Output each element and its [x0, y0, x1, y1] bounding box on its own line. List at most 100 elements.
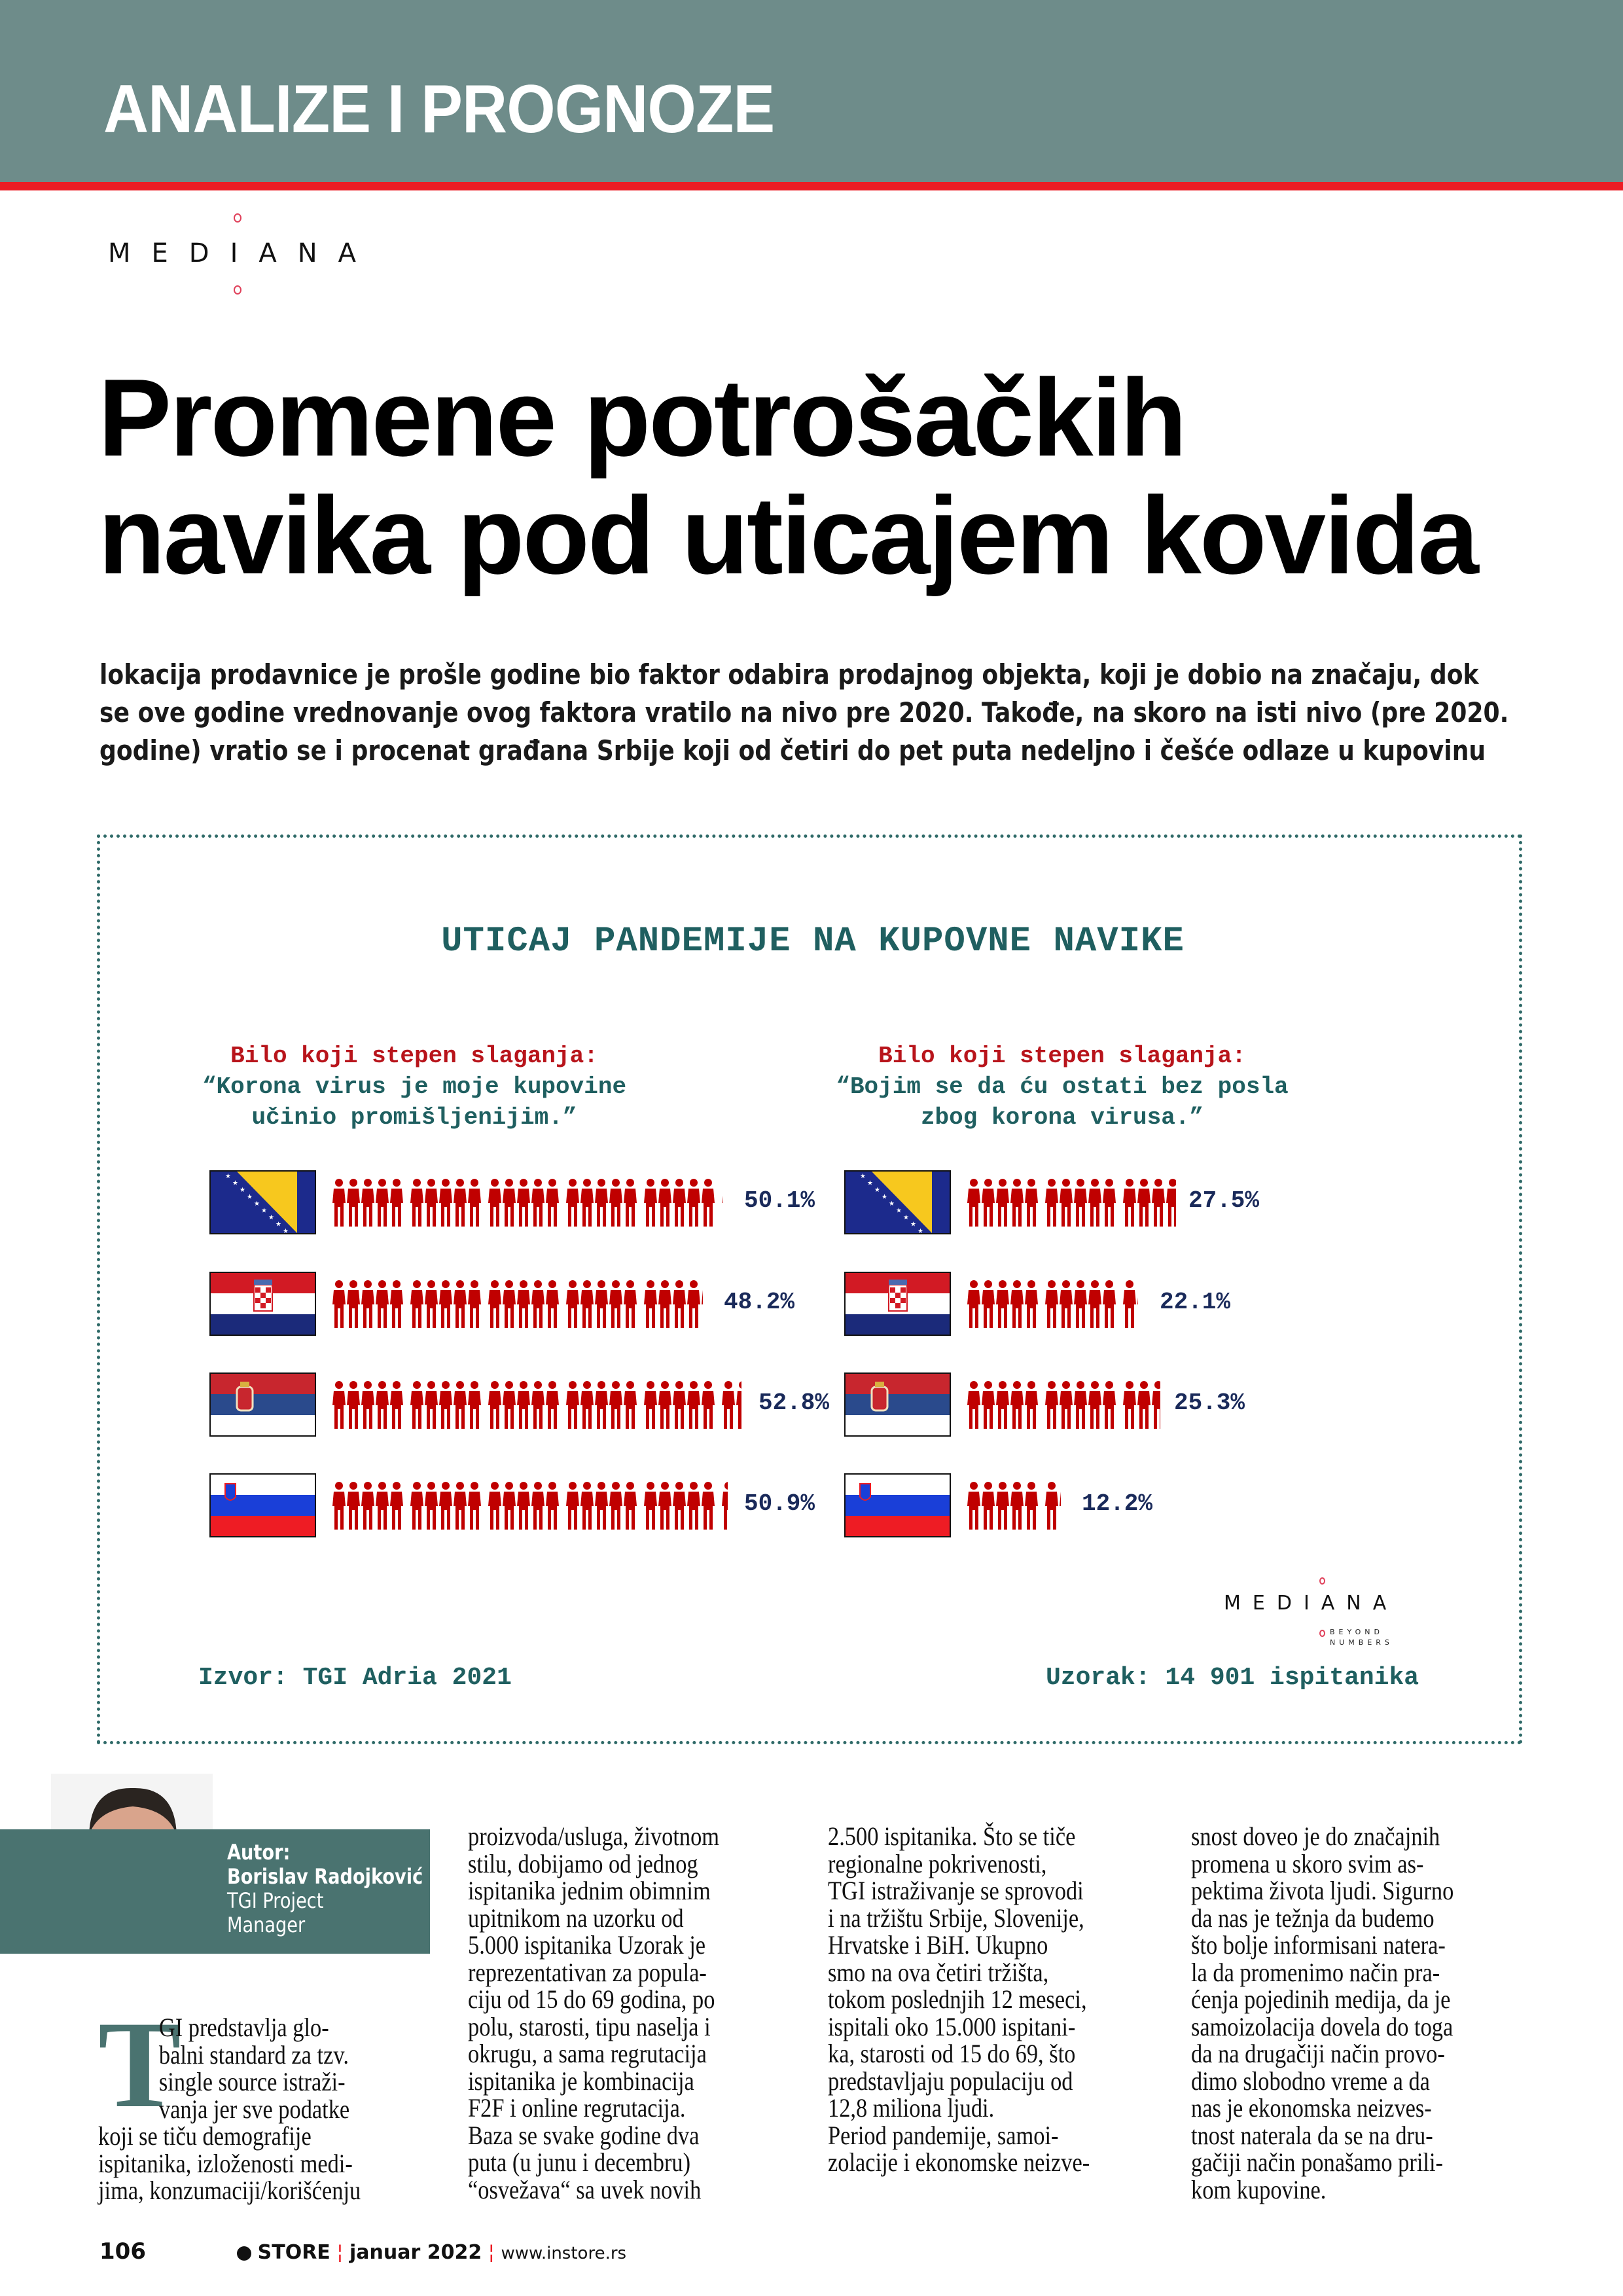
body-line: tokom poslednjih 12 meseci, [828, 1984, 1087, 2014]
tagline-line: BEYOND [1330, 1628, 1383, 1636]
person-icon [439, 1381, 452, 1429]
body-line: predstavljaju populaciju od [828, 2066, 1073, 2096]
body-line: vanja jer sve podatke [158, 2094, 350, 2124]
author-box [0, 1829, 430, 1954]
person-icon [1025, 1280, 1038, 1328]
body-line: Baza se svake godine dva [468, 2120, 700, 2150]
person-icon [347, 1381, 360, 1429]
person-icon [410, 1179, 423, 1227]
body-line: promena u skoro svim as- [1191, 1848, 1424, 1878]
person-icon [503, 1280, 516, 1328]
body-line: ćenja pojedinih medija, da je [1191, 1984, 1451, 2014]
person-icon [1103, 1381, 1116, 1429]
flag-slovenia-icon [844, 1473, 951, 1537]
person-icon [982, 1179, 995, 1227]
person-icon [439, 1280, 452, 1328]
body-line: reprezentativan za popula- [468, 1957, 707, 1987]
magazine-name: STORE [257, 2241, 330, 2264]
body-line: ispitanika, izloženosti medi- [98, 2148, 353, 2178]
panel-label: Bilo koji stepen slaganja: [878, 1043, 1246, 1069]
value-label: 48.2% [724, 1289, 795, 1316]
body-line: ka, starosti od 15 do 69, što [828, 2039, 1076, 2068]
svg-text:★: ★ [276, 1221, 281, 1229]
person-icon [1137, 1381, 1150, 1429]
flag-bosnia-icon: ★ ★ ★ ★ ★ ★ ★ ★ ★ [844, 1170, 951, 1235]
panel-right-subtitle: Bilo koji stepen slaganja: “Bojim se da … [820, 1041, 1304, 1133]
mediana-logo-small: MEDIANA BEYOND NUMBERS [1224, 1577, 1394, 1649]
person-icon [702, 1482, 715, 1530]
person-icon [1088, 1179, 1101, 1227]
person-icon [1010, 1381, 1024, 1429]
person-icon [531, 1381, 544, 1429]
person-icon [595, 1280, 608, 1328]
value-label: 50.1% [744, 1187, 815, 1214]
magazine-logo-icon [237, 2246, 252, 2261]
person-icon [722, 1381, 735, 1429]
body-column: 2.500 ispitanika. Što se tiče regionalne … [828, 1823, 1090, 2176]
person-icon [410, 1280, 423, 1328]
person-icon [566, 1482, 579, 1530]
person-icon [595, 1179, 608, 1227]
value-label: 22.1% [1160, 1289, 1231, 1316]
svg-text:★: ★ [268, 1214, 274, 1221]
person-icon [722, 1179, 735, 1227]
svg-text:★: ★ [860, 1173, 866, 1180]
person-icon [658, 1280, 671, 1328]
person-icon [410, 1482, 423, 1530]
lead-line: lokacija prodavnice je prošle godine bio… [99, 658, 1479, 691]
svg-text:★: ★ [874, 1187, 880, 1194]
svg-text:★: ★ [225, 1173, 231, 1180]
svg-text:★: ★ [232, 1180, 238, 1187]
logo-tagline: BEYOND NUMBERS [1330, 1627, 1393, 1648]
person-icon [1060, 1179, 1073, 1227]
person-icon [332, 1280, 346, 1328]
body-line: 2.500 ispitanika. Što se tiče [828, 1821, 1076, 1851]
person-icon [1060, 1492, 1061, 1506]
person-icon [1137, 1179, 1150, 1227]
person-icon [1123, 1381, 1136, 1429]
person-icon [517, 1280, 530, 1328]
person-icon [503, 1179, 516, 1227]
body-line: samoizolacija dovela do toga [1191, 2011, 1454, 2041]
body-line: pektima života ljudi. Sigurno [1191, 1876, 1454, 1905]
panel-quote: učinio promišljenijim.” [251, 1104, 577, 1131]
body-line: Period pandemije, samoi- [828, 2120, 1059, 2150]
person-icon [673, 1280, 686, 1328]
person-icon [1123, 1280, 1136, 1328]
body-line: zolacije i ekonomske neizve- [828, 2147, 1090, 2177]
body-line: okrugu, a sama regrutacija [468, 2039, 707, 2068]
person-icon [595, 1482, 608, 1530]
person-icon [624, 1381, 637, 1429]
person-icon [658, 1381, 671, 1429]
body-line: gačiji način ponašamo prili- [1191, 2147, 1443, 2177]
person-icon [609, 1179, 622, 1227]
person-icon [624, 1280, 637, 1328]
body-line: regionalne pokrivenosti, [828, 1848, 1047, 1878]
person-icon [1060, 1381, 1073, 1429]
svg-text:★: ★ [247, 1194, 253, 1201]
person-icon [609, 1482, 622, 1530]
svg-text:★: ★ [283, 1228, 289, 1233]
person-icon [1010, 1482, 1024, 1530]
body-line: TGI istraživanje se sprovodi [828, 1876, 1084, 1905]
body-line: polu, starosti, tipu naselja i [468, 2011, 711, 2041]
body-column: snost doveo je do značajnih promena u sko… [1191, 1823, 1454, 2203]
person-icon [1025, 1482, 1038, 1530]
person-icon [439, 1482, 452, 1530]
svg-text:★: ★ [903, 1214, 909, 1221]
panel-quote: “Korona virus je moje kupovine [202, 1073, 627, 1100]
person-icon [347, 1179, 360, 1227]
panel-quote: zbog korona virusa.” [920, 1104, 1204, 1131]
person-icon [488, 1179, 501, 1227]
person-icon [996, 1280, 1009, 1328]
person-icon [546, 1482, 559, 1530]
section-header [0, 0, 1623, 182]
svg-text:★: ★ [910, 1221, 916, 1229]
person-icon [425, 1381, 438, 1429]
pictogram-bar [967, 1381, 1160, 1429]
person-icon [673, 1482, 686, 1530]
panel-left-subtitle: Bilo koji stepen slaganja: “Korona virus… [179, 1041, 650, 1133]
pictogram-bar [332, 1381, 741, 1429]
headline-line: navika pod uticajem kovida [98, 474, 1479, 597]
website-link[interactable]: www.instore.rs [501, 2244, 627, 2263]
